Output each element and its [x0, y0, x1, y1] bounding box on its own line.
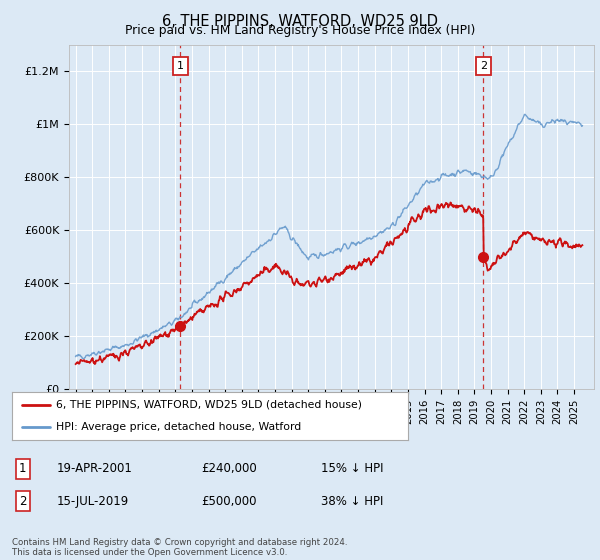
Text: 6, THE PIPPINS, WATFORD, WD25 9LD (detached house): 6, THE PIPPINS, WATFORD, WD25 9LD (detac… — [56, 400, 362, 410]
Text: HPI: Average price, detached house, Watford: HPI: Average price, detached house, Watf… — [56, 422, 301, 432]
Text: Price paid vs. HM Land Registry's House Price Index (HPI): Price paid vs. HM Land Registry's House … — [125, 24, 475, 37]
Text: 38% ↓ HPI: 38% ↓ HPI — [321, 494, 383, 508]
Text: £500,000: £500,000 — [201, 494, 257, 508]
Text: 2: 2 — [19, 494, 26, 508]
Text: £240,000: £240,000 — [201, 462, 257, 475]
Text: 15-JUL-2019: 15-JUL-2019 — [57, 494, 129, 508]
Text: 15% ↓ HPI: 15% ↓ HPI — [321, 462, 383, 475]
Text: Contains HM Land Registry data © Crown copyright and database right 2024.
This d: Contains HM Land Registry data © Crown c… — [12, 538, 347, 557]
Text: 2: 2 — [480, 61, 487, 71]
Text: 1: 1 — [19, 462, 26, 475]
Text: 1: 1 — [177, 61, 184, 71]
Text: 6, THE PIPPINS, WATFORD, WD25 9LD: 6, THE PIPPINS, WATFORD, WD25 9LD — [162, 14, 438, 29]
Text: 19-APR-2001: 19-APR-2001 — [57, 462, 133, 475]
